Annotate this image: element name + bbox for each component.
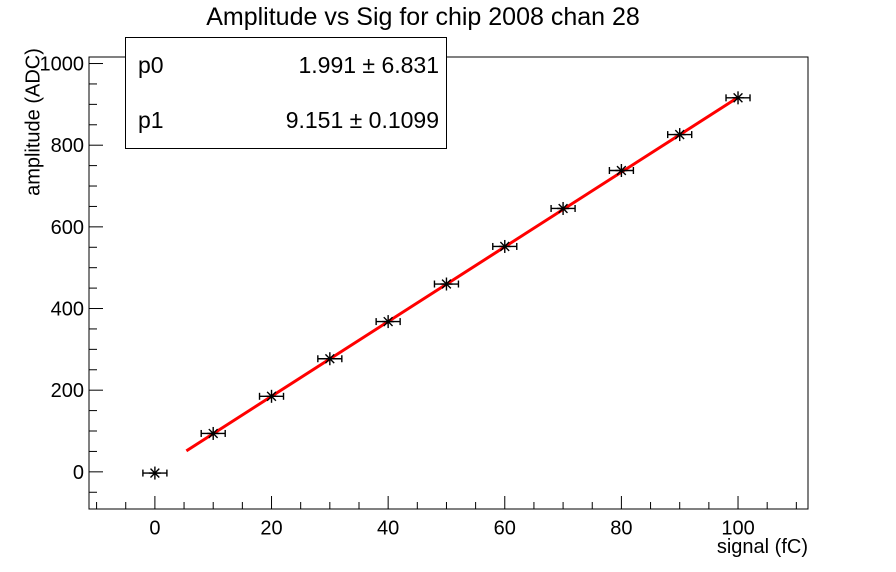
stats-param-name: p0	[138, 52, 164, 78]
data-point[interactable]	[608, 164, 635, 178]
stats-param-value: 1.991 ± 6.831	[298, 52, 439, 78]
marker-line	[558, 203, 568, 214]
fit-stats-box[interactable]: p0 1.991 ± 6.831 p1 9.151 ± 0.1099	[125, 37, 447, 149]
stats-row-p1: p1 9.151 ± 0.1099	[126, 93, 446, 148]
marker-line	[266, 391, 277, 402]
chart-title: Amplitude vs Sig for chip 2008 chan 28	[206, 3, 640, 31]
y-tick-label: 800	[51, 135, 84, 157]
marker-line	[616, 165, 627, 176]
x-tick-label: 40	[377, 518, 399, 540]
y-tick-label: 600	[51, 217, 84, 239]
marker-line	[441, 279, 452, 289]
marker-line	[149, 468, 160, 478]
y-tick-label: 1000	[40, 54, 85, 76]
data-point[interactable]	[667, 128, 693, 142]
fit-line[interactable]	[185, 96, 739, 453]
data-point[interactable]	[142, 466, 168, 480]
data-point[interactable]	[550, 201, 576, 215]
stats-row-p0: p0 1.991 ± 6.831	[126, 38, 446, 93]
stats-param-value: 9.151 ± 0.1099	[285, 107, 439, 133]
marker-line	[383, 316, 394, 327]
y-tick-label: 0	[73, 462, 84, 484]
marker-line	[733, 92, 743, 103]
y-tick-label: 400	[51, 299, 84, 321]
marker-line	[324, 353, 335, 364]
plot-frame	[88, 56, 809, 510]
y-axis-title: amplitude (ADC)	[22, 48, 45, 196]
x-tick-label: 0	[149, 518, 160, 540]
data-point[interactable]	[258, 389, 285, 403]
x-tick-label: 80	[610, 518, 632, 540]
data-point[interactable]	[317, 352, 343, 366]
stats-param-name: p1	[138, 107, 164, 133]
data-point[interactable]	[725, 91, 751, 105]
marker-line	[499, 241, 510, 252]
x-tick-label: 60	[494, 518, 516, 540]
data-point[interactable]	[200, 426, 226, 440]
y-tick-label: 200	[51, 380, 84, 402]
data-point[interactable]	[492, 239, 518, 253]
x-axis-title: signal (fC)	[716, 536, 808, 558]
x-tick-label: 20	[260, 518, 282, 540]
marker-line	[674, 129, 685, 140]
data-point[interactable]	[375, 315, 401, 329]
data-point[interactable]	[433, 277, 460, 291]
x-tick-label: 100	[721, 518, 754, 540]
marker-line	[208, 428, 219, 439]
